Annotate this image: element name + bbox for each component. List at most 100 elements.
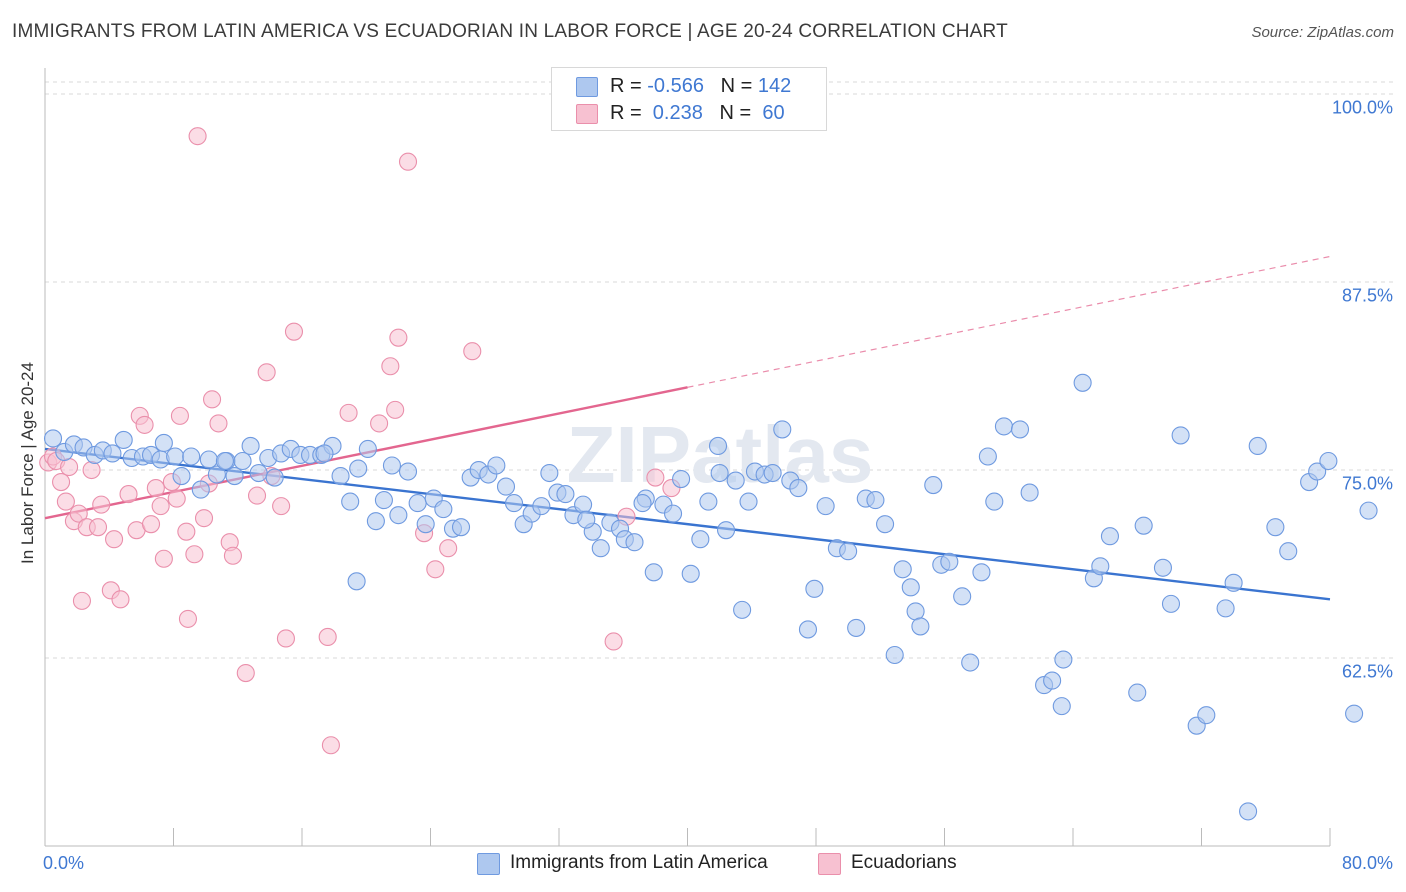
- data-point: [386, 400, 405, 419]
- data-point: [135, 415, 154, 434]
- data-point: [141, 515, 161, 534]
- data-point: [114, 430, 133, 449]
- data-point: [1161, 594, 1181, 613]
- data-point: [151, 497, 170, 516]
- data-point: [426, 560, 445, 579]
- data-point: [1171, 426, 1190, 445]
- data-point: [199, 450, 218, 469]
- legend-r-label: R =: [610, 102, 648, 124]
- data-point: [223, 546, 242, 565]
- data-point: [1091, 557, 1110, 576]
- legend-label: Ecuadorians: [851, 852, 957, 873]
- data-point: [43, 429, 63, 448]
- data-point: [194, 509, 214, 528]
- data-point: [901, 578, 920, 597]
- data-point: [798, 620, 818, 639]
- data-point: [349, 459, 368, 478]
- data-point: [167, 489, 186, 508]
- data-point: [733, 600, 752, 619]
- data-point: [177, 522, 196, 541]
- data-point: [893, 560, 912, 579]
- legend-swatch-blue: [576, 77, 598, 97]
- data-point: [72, 591, 91, 610]
- y-tick-label: 87.5%: [1341, 285, 1393, 306]
- data-point: [315, 444, 334, 463]
- data-point: [644, 563, 663, 582]
- data-point: [556, 485, 575, 504]
- data-point: [885, 645, 904, 665]
- data-point: [1134, 516, 1153, 535]
- data-point: [866, 491, 885, 510]
- data-point: [188, 127, 207, 146]
- data-point: [105, 530, 124, 549]
- data-point: [672, 469, 691, 489]
- data-point: [839, 542, 858, 561]
- data-point: [726, 471, 745, 490]
- data-point: [111, 590, 130, 609]
- points-latin-america: [43, 373, 1378, 821]
- data-point: [1073, 373, 1092, 392]
- data-point: [389, 506, 408, 525]
- data-point: [633, 494, 652, 513]
- data-point: [911, 617, 930, 636]
- data-point: [318, 627, 337, 647]
- data-point: [154, 433, 173, 453]
- data-point: [591, 539, 610, 558]
- x-tick-min: 0.0%: [43, 853, 85, 873]
- gridlines: [45, 81, 1395, 659]
- data-point: [691, 530, 710, 549]
- data-point: [52, 473, 71, 492]
- data-point: [681, 564, 700, 583]
- data-point: [60, 457, 79, 477]
- data-point: [1248, 436, 1267, 456]
- y-tick-label: 62.5%: [1341, 661, 1393, 682]
- legend-n-value: 60: [756, 102, 785, 124]
- data-point: [972, 563, 991, 582]
- data-point: [953, 587, 972, 606]
- data-point: [532, 497, 551, 516]
- data-point: [249, 463, 268, 483]
- data-point: [265, 468, 284, 487]
- data-point: [463, 342, 482, 361]
- data-point: [209, 414, 228, 433]
- legend-r-value: -0.566: [647, 75, 704, 97]
- data-point: [739, 492, 758, 511]
- chart-title: IMMIGRANTS FROM LATIN AMERICA VS ECUADOR…: [12, 21, 1008, 42]
- data-point: [663, 504, 683, 523]
- data-point: [207, 465, 226, 484]
- data-point: [374, 491, 393, 510]
- data-point: [994, 417, 1013, 436]
- data-point: [1153, 558, 1172, 577]
- data-point: [1052, 697, 1071, 716]
- legend-n-label: N =: [720, 75, 758, 97]
- data-point: [182, 447, 201, 466]
- x-tick-max: 80.0%: [1341, 853, 1393, 873]
- stats-legend: R = -0.566 N = 142 R = 0.238 N = 60: [551, 67, 827, 131]
- data-point: [103, 444, 122, 463]
- data-point: [398, 462, 418, 481]
- data-point: [906, 602, 925, 621]
- data-point: [185, 545, 204, 564]
- data-point: [961, 653, 980, 672]
- data-point: [876, 515, 895, 534]
- data-point: [331, 466, 350, 486]
- data-point: [272, 497, 291, 516]
- data-point: [154, 549, 173, 568]
- data-point: [1010, 420, 1030, 439]
- data-point: [985, 492, 1004, 511]
- data-point: [574, 495, 593, 514]
- data-point: [358, 439, 377, 459]
- data-point: [604, 632, 623, 651]
- data-point: [708, 436, 728, 456]
- data-point: [496, 477, 516, 496]
- data-point: [434, 500, 453, 519]
- data-point: [1197, 706, 1216, 725]
- data-point: [716, 521, 736, 540]
- data-point: [236, 664, 255, 683]
- data-point: [257, 363, 276, 382]
- data-point: [370, 414, 389, 433]
- data-point: [451, 518, 471, 537]
- data-point: [439, 539, 458, 558]
- data-point: [1100, 527, 1119, 546]
- data-point: [773, 420, 792, 439]
